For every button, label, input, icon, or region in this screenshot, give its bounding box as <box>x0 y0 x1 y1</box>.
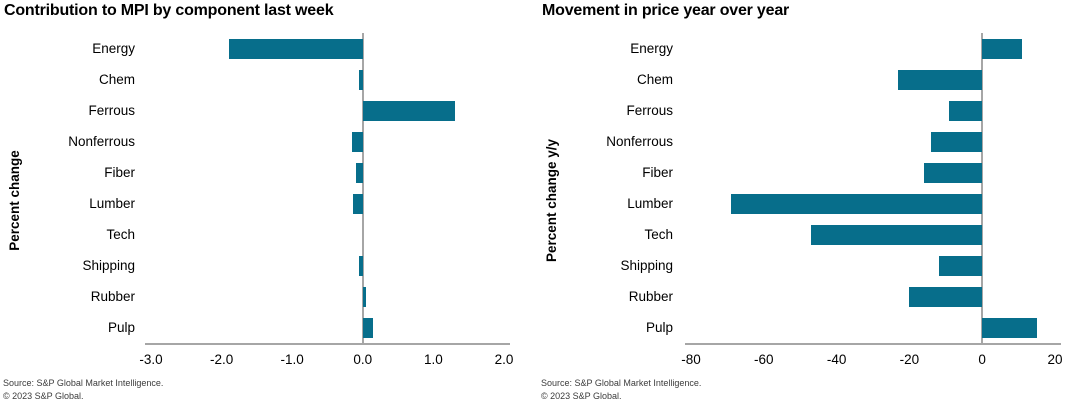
bar-rubber <box>362 286 367 307</box>
bar-nonferrous <box>352 131 363 152</box>
x-tick-label: -2.0 <box>209 352 234 367</box>
bar-fiber <box>355 162 363 183</box>
category-label: Rubber <box>90 288 135 304</box>
bar-fiber <box>923 162 983 183</box>
category-label: Rubber <box>628 288 673 304</box>
bar-tech <box>811 224 983 245</box>
plot-area: Energy Chem Ferrous Nonferrous Fiber Lumber Te… <box>538 0 1076 416</box>
bar-pulp <box>982 317 1037 338</box>
bar-chem <box>358 69 363 90</box>
copyright-line: © 2023 S&P Global. <box>3 390 84 401</box>
x-axis-line <box>145 343 510 345</box>
x-axis-line <box>685 343 1061 345</box>
category-label: Chem <box>636 71 673 87</box>
chart-title: Contribution to MPI by component last we… <box>4 2 334 19</box>
category-label: Shipping <box>620 257 673 273</box>
bar-energy <box>228 38 363 59</box>
bar-energy <box>982 38 1023 59</box>
category-label: Energy <box>92 40 135 56</box>
plot-area: Energy Chem Ferrous Nonferrous Fiber Lumber Te… <box>68 33 514 367</box>
bar-shipping <box>938 255 983 276</box>
category-label: Shipping <box>82 257 135 273</box>
bar-ferrous <box>949 100 983 121</box>
chart-panel-mpi-contribution: Contribution to MPI by component last we… <box>3 2 514 402</box>
source-note: Source: S&P Global Market Intelligence. … <box>541 377 701 402</box>
category-label: Lumber <box>89 195 135 211</box>
category-label: Tech <box>106 226 135 242</box>
category-label: Tech <box>644 226 673 242</box>
source-line: Source: S&P Global Market Intelligence. <box>3 378 164 388</box>
chart-title: Movement in price year over year <box>542 2 790 19</box>
bar-rubber <box>909 286 983 307</box>
category-label: Pulp <box>107 319 135 335</box>
category-label: Chem <box>98 71 135 87</box>
copyright-line: © 2023 S&P Global. <box>541 390 622 401</box>
zero-baseline <box>981 33 983 343</box>
zero-baseline <box>362 33 364 343</box>
x-tick-label: -1.0 <box>280 352 304 367</box>
bar-pulp <box>362 317 373 338</box>
x-tick-label: 1.0 <box>424 352 443 367</box>
category-label: Pulp <box>645 319 673 335</box>
category-label: Lumber <box>627 195 673 211</box>
bar-lumber <box>731 193 983 214</box>
x-tick-label: -40 <box>826 352 847 367</box>
category-label: Nonferrous <box>606 133 673 149</box>
category-label: Ferrous <box>626 102 673 118</box>
category-label: Fiber <box>642 164 673 180</box>
x-tick-label: -20 <box>899 352 920 367</box>
x-tick-label: -3.0 <box>139 352 163 367</box>
x-tick-label: 2.0 <box>494 352 514 367</box>
x-tick-label: -60 <box>754 352 774 367</box>
x-tick-label: 0.0 <box>353 352 373 367</box>
category-label: Energy <box>630 40 673 56</box>
source-note: Source: S&P Global Market Intelligence. … <box>3 377 163 402</box>
category-label: Fiber <box>104 164 135 180</box>
category-label: Ferrous <box>88 102 135 118</box>
source-line: Source: S&P Global Market Intelligence. <box>541 378 702 388</box>
x-tick-label: -80 <box>681 352 701 367</box>
bar-lumber <box>352 193 363 214</box>
category-label: Nonferrous <box>68 133 135 149</box>
x-tick-label: 20 <box>1047 352 1063 367</box>
bar-chem <box>898 69 983 90</box>
chart-panel-price-movement: Movement in price year over year Percent… <box>538 0 1076 416</box>
bar-nonferrous <box>931 131 983 152</box>
bar-ferrous <box>362 100 455 121</box>
bar-shipping <box>359 255 363 276</box>
x-tick-label: 0 <box>978 352 986 367</box>
